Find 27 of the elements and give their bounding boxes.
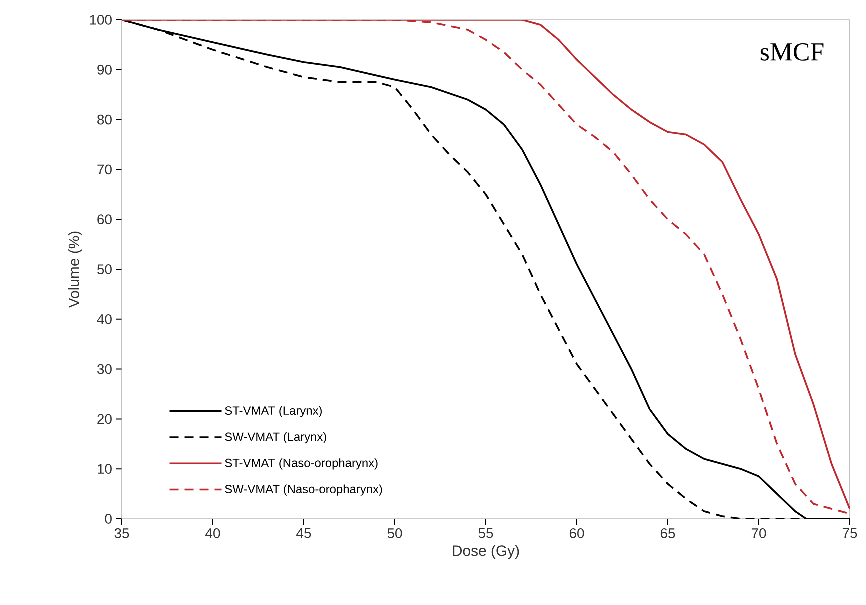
y-tick-label: 60 <box>98 214 112 225</box>
x-tick-label: 70 <box>752 528 766 538</box>
x-tick-label: 55 <box>478 528 494 538</box>
x-tick-label: 65 <box>660 528 676 538</box>
y-tick-label: 20 <box>98 414 112 424</box>
legend-label: SW-VMAT (Larynx) <box>225 432 326 444</box>
x-tick-label: 75 <box>842 528 858 538</box>
y-tick-label: 80 <box>98 114 112 125</box>
y-axis-title: Volume (%) <box>68 232 82 308</box>
x-tick-label: 45 <box>296 528 312 538</box>
y-tick-label: 90 <box>98 64 112 75</box>
x-tick-label: 50 <box>388 528 402 538</box>
y-tick-label: 100 <box>90 15 112 25</box>
x-axis-title: Dose (Gy) <box>453 545 520 560</box>
y-tick-label: 10 <box>98 464 112 474</box>
x-tick-label: 35 <box>114 528 130 538</box>
annotation: sMCF <box>760 43 824 61</box>
legend-label: SW-VMAT (Naso-oropharynx) <box>225 484 382 496</box>
legend-label: ST-VMAT (Larynx) <box>225 406 322 418</box>
y-tick-label: 30 <box>97 364 112 374</box>
x-tick-label: 40 <box>206 528 220 538</box>
x-tick-label: 60 <box>570 528 584 538</box>
y-tick-label: 50 <box>98 264 112 274</box>
y-tick-label: 40 <box>97 314 112 324</box>
y-tick-label: 70 <box>98 164 112 175</box>
legend-label: ST-VMAT (Naso-oropharynx) <box>225 458 378 470</box>
y-tick-label: 0 <box>105 514 112 524</box>
